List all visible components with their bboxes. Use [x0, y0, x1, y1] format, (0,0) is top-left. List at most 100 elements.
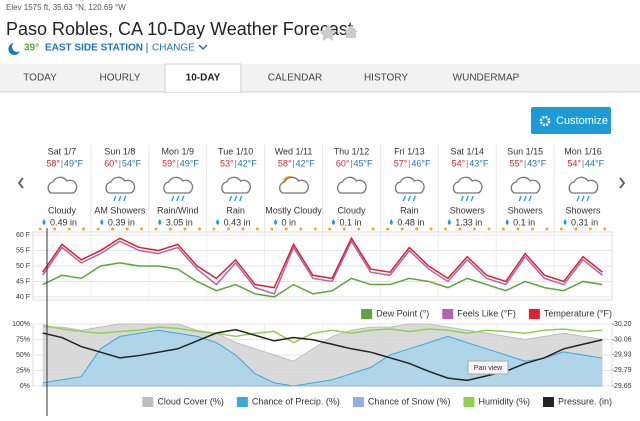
precip: 0.43 in	[224, 217, 251, 227]
legend-label: Cloud Cover (%)	[157, 396, 224, 406]
y-tick-label: 45 F	[16, 278, 30, 285]
hour-dot	[154, 227, 158, 231]
hour-dot	[53, 227, 57, 231]
y-tick-label: 50 F	[16, 263, 30, 270]
home-icon[interactable]	[344, 25, 358, 38]
rain	[234, 195, 238, 202]
rain	[586, 195, 590, 202]
customize-button[interactable]	[531, 107, 611, 134]
legend-label: Pressure. (in)	[558, 396, 612, 406]
y2-tick-label: 30.20	[614, 321, 632, 328]
condition: Showers	[566, 205, 602, 215]
customize-label[interactable]: Customize	[556, 115, 608, 127]
hour-dot	[371, 227, 375, 231]
page-title: Paso Robles, CA 10-Day Weather Forecast	[6, 19, 353, 39]
series-line	[42, 324, 603, 344]
tab-bar	[0, 64, 640, 92]
condition: Mostly Cloudy	[265, 205, 322, 215]
y-tick-label: 0%	[20, 383, 30, 390]
y-tick-label: 60 F	[16, 232, 30, 239]
rain	[181, 195, 185, 202]
star-icon[interactable]	[319, 24, 337, 41]
rain	[407, 195, 411, 202]
drop-icon	[100, 219, 104, 225]
high-temp: 57°	[394, 158, 408, 168]
hour-dot	[429, 227, 433, 231]
low-temp: 54°F	[122, 158, 142, 168]
drop-icon	[331, 219, 335, 225]
hour-dot	[197, 227, 201, 231]
hour-dot	[241, 227, 245, 231]
legend-swatch	[236, 397, 248, 407]
hour-dot	[559, 227, 563, 231]
y-tick-label: 55 F	[16, 247, 30, 254]
high-temp: 54°	[567, 158, 581, 168]
drop-icon	[216, 219, 220, 225]
condition: Cloudy	[337, 205, 366, 215]
hour-dot	[342, 227, 346, 231]
y-tick-label: 40 F	[16, 294, 30, 301]
legend-swatch	[361, 309, 373, 319]
weather-icon	[105, 176, 136, 202]
precip: 0.1 in	[339, 217, 361, 227]
low-temp: 42°F	[296, 158, 316, 168]
next-arrow[interactable]	[619, 177, 626, 189]
change-link[interactable]: CHANGE	[152, 43, 195, 54]
legend-label: Chance of Snow (%)	[368, 396, 451, 406]
hour-dot	[284, 227, 288, 231]
hour-dot	[82, 227, 86, 231]
low-temp: 42°F	[238, 158, 258, 168]
rain	[470, 195, 474, 202]
weather-icon	[452, 176, 483, 202]
drop-icon	[447, 219, 451, 225]
day-label: Fri 1/13	[394, 146, 425, 156]
drop-icon	[505, 219, 509, 225]
hour-dot	[183, 227, 187, 231]
day-label: Sun 1/15	[507, 146, 543, 156]
area-fill	[42, 330, 603, 386]
low-temp: 44°F	[585, 158, 605, 168]
hour-dot	[386, 227, 390, 231]
y-tick-label: 50%	[16, 352, 30, 359]
weather-icon	[279, 176, 309, 194]
condition: Showers	[508, 205, 544, 215]
tab[interactable]: WUNDERMAP	[453, 73, 520, 84]
high-temp: 60°	[104, 158, 118, 168]
tab[interactable]: HISTORY	[364, 73, 408, 84]
y-tick-label: 25%	[16, 367, 30, 374]
prev-arrow[interactable]	[17, 177, 24, 189]
high-temp: 58°	[46, 158, 60, 168]
day-label: Tue 1/10	[218, 146, 253, 156]
day-label: Mon 1/9	[161, 146, 194, 156]
hour-dot	[516, 227, 520, 231]
high-temp: 54°	[452, 158, 466, 168]
tab[interactable]: 10-DAY	[186, 73, 221, 84]
hour-dot	[255, 227, 259, 231]
tab[interactable]: HOURLY	[100, 73, 141, 84]
condition: Showers	[450, 205, 486, 215]
high-temp: 58°	[278, 158, 292, 168]
precip: 1.33 in	[455, 217, 482, 227]
rain	[576, 195, 580, 202]
condition: Rain	[400, 205, 419, 215]
condition: AM Showers	[94, 205, 146, 215]
rain	[412, 195, 416, 202]
low-temp: 49°F	[64, 158, 84, 168]
area-line	[42, 329, 603, 387]
tab[interactable]: TODAY	[23, 73, 57, 84]
drop-icon	[158, 219, 162, 225]
station-name[interactable]: EAST SIDE STATION	[45, 43, 143, 54]
low-temp: 45°F	[353, 158, 373, 168]
tab[interactable]: CALENDAR	[268, 73, 322, 84]
low-temp: 46°F	[411, 158, 431, 168]
high-temp: 59°	[162, 158, 176, 168]
hour-dot	[125, 227, 129, 231]
hour-dot	[226, 227, 230, 231]
condition: Rain/Wind	[157, 205, 199, 215]
y-tick-label: 100%	[12, 321, 30, 328]
rain	[113, 195, 117, 202]
rain	[176, 195, 180, 202]
station-temp: 39°	[24, 43, 39, 54]
drop-icon	[274, 219, 278, 225]
